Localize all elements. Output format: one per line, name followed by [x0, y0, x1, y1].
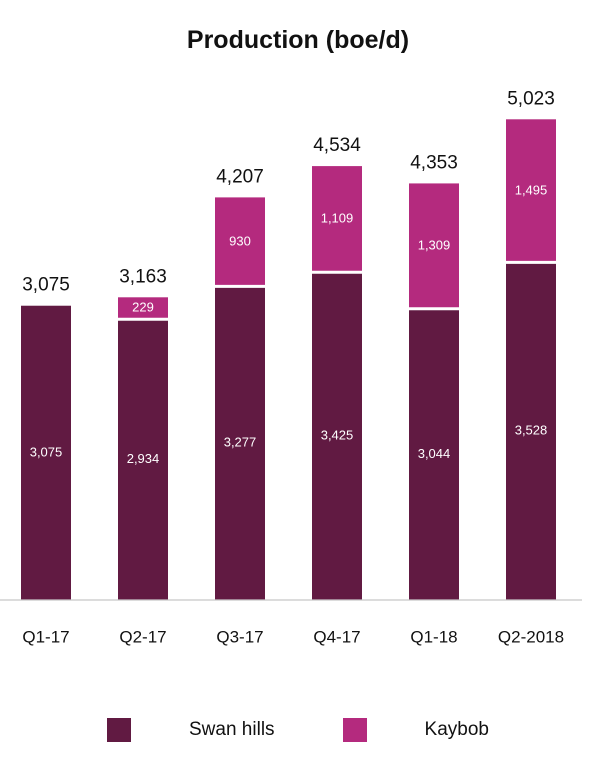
bar-segment-swan-hills-q2-2018 — [506, 262, 556, 600]
x-tick-label-q2-2018: Q2-2018 — [498, 627, 564, 646]
legend-label-kaybob: Kaybob — [424, 719, 489, 740]
segment-label-swan-hills-q2-17: 2,934 — [127, 451, 160, 466]
segment-label-swan-hills-q3-17: 3,277 — [224, 435, 257, 450]
segment-label-swan-hills-q2-2018: 3,528 — [515, 423, 548, 438]
x-tick-label-q3-17: Q3-17 — [216, 627, 263, 646]
x-tick-label-q4-17: Q4-17 — [313, 627, 360, 646]
total-label-q3-17: 4,207 — [216, 166, 264, 187]
bar-segment-swan-hills-q1-17 — [21, 305, 71, 600]
legend-swatch-swan-hills — [107, 718, 131, 742]
legend: Swan hills Kaybob — [0, 718, 596, 742]
segment-label-kaybob-q4-17: 1,109 — [321, 211, 354, 226]
segment-label-kaybob-q2-2018: 1,495 — [515, 182, 548, 197]
segment-label-swan-hills-q4-17: 3,425 — [321, 428, 354, 443]
total-label-q2-2018: 5,023 — [507, 88, 555, 109]
x-tick-label-q2-17: Q2-17 — [119, 627, 166, 646]
bar-segment-swan-hills-q1-18 — [409, 308, 459, 600]
legend-item-kaybob: Kaybob — [342, 718, 489, 742]
legend-item-swan-hills: Swan hills — [107, 718, 275, 742]
total-label-q4-17: 4,534 — [313, 135, 361, 156]
bar-segment-kaybob-q2-17 — [118, 297, 168, 320]
legend-label-swan-hills: Swan hills — [189, 719, 275, 740]
bar-segment-kaybob-q2-2018 — [506, 119, 556, 263]
segment-label-swan-hills-q1-17: 3,075 — [30, 444, 63, 459]
bar-segment-swan-hills-q2-17 — [118, 319, 168, 600]
bar-segment-kaybob-q1-18 — [409, 183, 459, 309]
segment-label-kaybob-q3-17: 930 — [229, 233, 251, 248]
total-label-q1-17: 3,075 — [22, 275, 70, 296]
x-tick-label-q1-18: Q1-18 — [410, 627, 457, 646]
chart-title: Production (boe/d) — [186, 26, 410, 54]
bar-segment-swan-hills-q4-17 — [312, 272, 362, 600]
segment-label-kaybob-q1-18: 1,309 — [418, 237, 451, 252]
total-label-q2-17: 3,163 — [119, 266, 167, 287]
bar-segment-kaybob-q3-17 — [215, 197, 265, 287]
bar-segment-kaybob-q4-17 — [312, 166, 362, 273]
x-tick-label-q1-17: Q1-17 — [22, 627, 69, 646]
total-label-q1-18: 4,353 — [410, 152, 458, 173]
legend-swatch-kaybob — [342, 718, 367, 742]
bar-segment-swan-hills-q3-17 — [215, 286, 265, 600]
segment-label-kaybob-q2-17: 229 — [132, 300, 154, 315]
segment-label-swan-hills-q1-18: 3,044 — [418, 446, 451, 461]
